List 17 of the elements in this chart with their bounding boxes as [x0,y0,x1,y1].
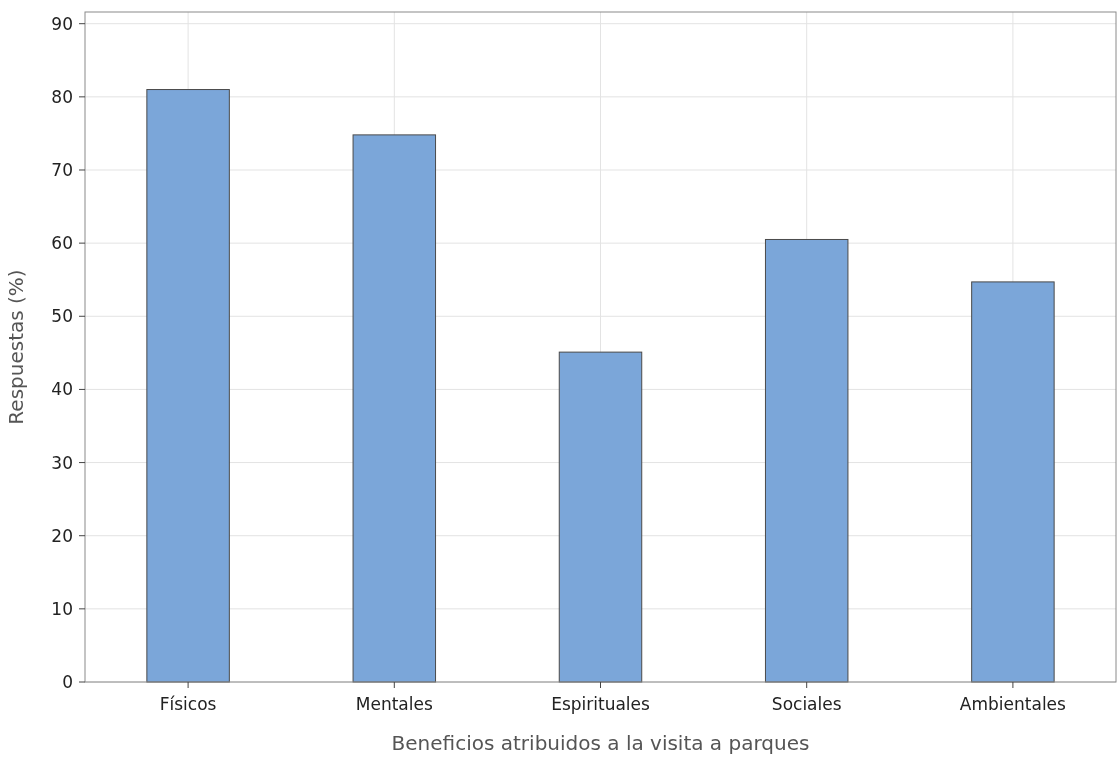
y-tick-label: 60 [51,233,73,254]
x-tick-label: Sociales [771,694,842,714]
x-axis-title: Beneficios atribuidos a la visita a parques [391,731,810,755]
x-tick-label: Físicos [159,694,217,714]
y-axis-title: Respuestas (%) [4,269,28,425]
y-tick-label: 90 [51,13,73,34]
y-tick-label: 80 [51,86,73,107]
x-tick-label: Mentales [355,694,433,714]
y-tick-label: 20 [51,525,73,546]
y-tick-label: 70 [51,159,73,180]
y-tick-label: 50 [51,306,73,327]
y-tick-label: 10 [51,598,73,619]
y-tick-label: 30 [51,452,73,473]
y-tick-label: 40 [51,379,73,400]
x-tick-label: Espirituales [551,694,650,714]
x-tick-label: Ambientales [959,694,1067,714]
y-tick-label: 0 [62,671,73,692]
